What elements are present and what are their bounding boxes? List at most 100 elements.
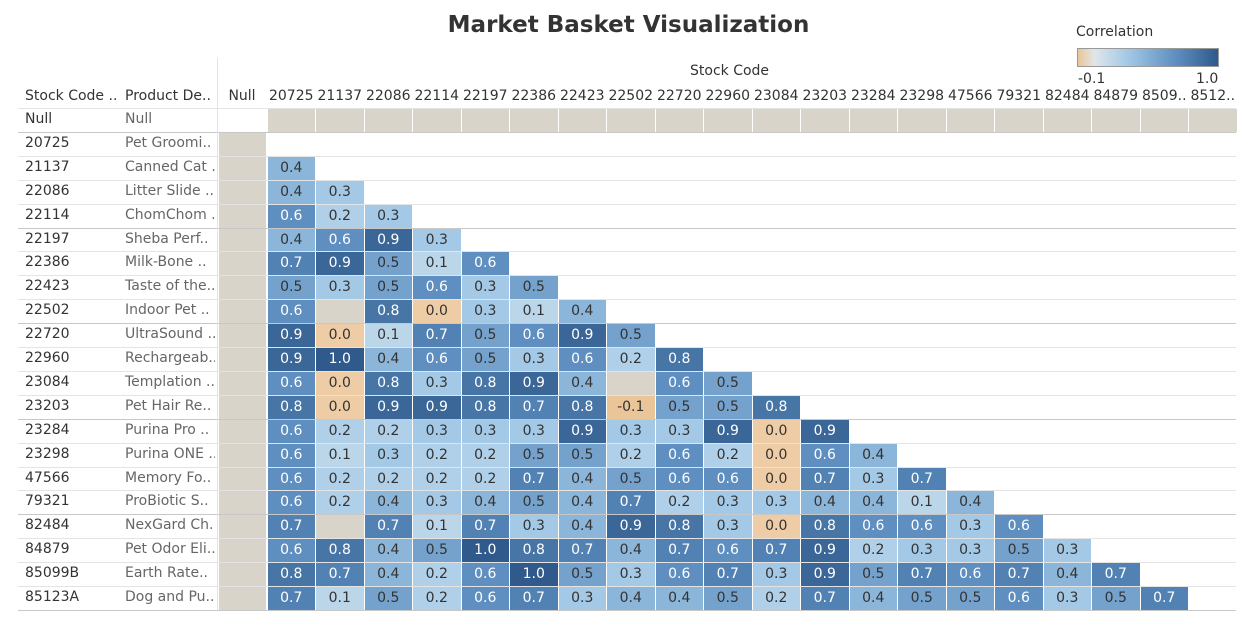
heatmap-cell[interactable]: 0.2 <box>461 468 509 491</box>
heatmap-cell[interactable]: 0.2 <box>413 563 461 586</box>
row-product-description[interactable]: Milk-Bone .. <box>125 254 207 270</box>
empty-cell[interactable] <box>752 109 800 132</box>
heatmap-cell[interactable]: 0.6 <box>413 348 461 371</box>
column-header-9[interactable]: 22720 <box>656 88 702 104</box>
heatmap-cell[interactable]: 0.6 <box>267 372 315 395</box>
heatmap-cell[interactable]: 0.6 <box>267 300 315 323</box>
row-product-description[interactable]: Purina ONE .. <box>125 446 215 462</box>
heatmap-cell[interactable]: 0.4 <box>558 372 606 395</box>
heatmap-cell[interactable]: 0.1 <box>316 444 364 467</box>
heatmap-cell[interactable]: 0.5 <box>558 444 606 467</box>
heatmap-cell[interactable]: 0.7 <box>267 587 315 610</box>
heatmap-cell[interactable]: 0.7 <box>510 468 558 491</box>
heatmap-cell[interactable]: 0.3 <box>510 348 558 371</box>
heatmap-cell[interactable]: 0.4 <box>607 587 655 610</box>
heatmap-cell[interactable]: 0.0 <box>316 324 364 347</box>
row-product-description[interactable]: Indoor Pet .. <box>125 302 210 318</box>
heatmap-cell[interactable]: 0.5 <box>267 276 315 299</box>
row-stock-code[interactable]: 22086 <box>25 183 70 199</box>
heatmap-cell[interactable]: 0.9 <box>558 324 606 347</box>
heatmap-cell[interactable]: 0.5 <box>510 491 558 514</box>
heatmap-cell[interactable]: 0.9 <box>558 420 606 443</box>
heatmap-cell[interactable]: 0.0 <box>752 444 800 467</box>
heatmap-cell[interactable]: 0.6 <box>267 539 315 562</box>
heatmap-cell[interactable]: 0.7 <box>267 515 315 538</box>
heatmap-cell[interactable]: 0.6 <box>898 515 946 538</box>
empty-cell[interactable] <box>946 109 994 132</box>
empty-cell[interactable] <box>218 181 266 204</box>
heatmap-cell[interactable]: 1.0 <box>316 348 364 371</box>
column-header-18[interactable]: 84879 <box>1093 88 1139 104</box>
heatmap-cell[interactable]: 0.0 <box>752 515 800 538</box>
column-header-1[interactable]: 20725 <box>268 88 314 104</box>
heatmap-cell[interactable]: 0.6 <box>558 348 606 371</box>
heatmap-cell[interactable]: 0.2 <box>316 205 364 228</box>
empty-cell[interactable] <box>218 229 266 252</box>
heatmap-cell[interactable]: 0.7 <box>801 587 849 610</box>
empty-cell[interactable] <box>1092 109 1140 132</box>
empty-cell[interactable] <box>461 109 509 132</box>
heatmap-cell[interactable]: 0.4 <box>655 587 703 610</box>
heatmap-cell[interactable]: 0.6 <box>995 587 1043 610</box>
row-product-description[interactable]: Rechargeab.. <box>125 350 215 366</box>
row-product-description[interactable]: NexGard Ch.. <box>125 517 215 533</box>
row-product-description[interactable]: Taste of the.. <box>125 278 215 294</box>
heatmap-cell[interactable]: 0.3 <box>461 420 509 443</box>
empty-cell[interactable] <box>218 420 266 443</box>
heatmap-cell[interactable]: 0.9 <box>316 252 364 275</box>
heatmap-cell[interactable]: 0.4 <box>267 157 315 180</box>
empty-cell[interactable] <box>801 109 849 132</box>
heatmap-cell[interactable]: 0.2 <box>364 420 412 443</box>
heatmap-cell[interactable]: 0.4 <box>558 468 606 491</box>
row-stock-code[interactable]: 85099B <box>25 565 80 581</box>
heatmap-cell[interactable]: 0.5 <box>413 539 461 562</box>
heatmap-cell[interactable]: 1.0 <box>461 539 509 562</box>
heatmap-cell[interactable]: 0.1 <box>316 587 364 610</box>
heatmap-cell[interactable]: 0.1 <box>510 300 558 323</box>
column-header-0[interactable]: Null <box>228 88 256 104</box>
empty-cell[interactable] <box>218 491 266 514</box>
empty-cell[interactable] <box>218 372 266 395</box>
heatmap-cell[interactable]: 0.7 <box>1140 587 1188 610</box>
heatmap-cell[interactable]: 0.5 <box>461 324 509 347</box>
heatmap-cell[interactable]: 0.3 <box>1043 587 1091 610</box>
heatmap-cell[interactable]: 0.6 <box>267 205 315 228</box>
heatmap-cell[interactable]: 0.3 <box>316 276 364 299</box>
heatmap-cell[interactable]: 0.3 <box>316 181 364 204</box>
row-stock-code[interactable]: 79321 <box>25 493 70 509</box>
empty-cell[interactable] <box>995 109 1043 132</box>
column-header-16[interactable]: 79321 <box>996 88 1042 104</box>
heatmap-cell[interactable]: 1.0 <box>510 563 558 586</box>
heatmap-cell[interactable]: 0.3 <box>752 563 800 586</box>
row-product-description[interactable]: Earth Rate.. <box>125 565 208 581</box>
row-stock-code[interactable]: 84879 <box>25 541 70 557</box>
heatmap-cell[interactable]: 0.8 <box>510 539 558 562</box>
row-stock-code[interactable]: 20725 <box>25 135 70 151</box>
empty-cell[interactable] <box>510 109 558 132</box>
heatmap-cell[interactable]: 0.5 <box>558 563 606 586</box>
heatmap-cell[interactable]: 0.0 <box>413 300 461 323</box>
heatmap-cell[interactable]: 0.4 <box>849 587 897 610</box>
heatmap-cell[interactable]: 0.4 <box>558 300 606 323</box>
heatmap-cell[interactable]: 0.6 <box>995 515 1043 538</box>
row-stock-code[interactable]: 22386 <box>25 254 70 270</box>
heatmap-cell[interactable]: 0.3 <box>413 491 461 514</box>
empty-cell[interactable] <box>218 587 266 610</box>
heatmap-cell[interactable]: 0.8 <box>267 563 315 586</box>
column-header-12[interactable]: 23203 <box>802 88 848 104</box>
heatmap-cell[interactable]: 0.6 <box>316 229 364 252</box>
heatmap-cell[interactable]: 0.2 <box>752 587 800 610</box>
row-stock-code[interactable]: 23203 <box>25 398 70 414</box>
heatmap-cell[interactable]: 0.4 <box>364 539 412 562</box>
heatmap-cell[interactable]: 0.6 <box>413 276 461 299</box>
row-stock-code[interactable]: 22720 <box>25 326 70 342</box>
heatmap-cell[interactable]: 0.3 <box>752 491 800 514</box>
column-header-13[interactable]: 23284 <box>850 88 896 104</box>
heatmap-cell[interactable]: 0.7 <box>461 515 509 538</box>
empty-cell[interactable] <box>1140 109 1188 132</box>
heatmap-cell[interactable]: 0.3 <box>461 300 509 323</box>
column-header-17[interactable]: 82484 <box>1044 88 1090 104</box>
heatmap-cell[interactable]: 0.3 <box>898 539 946 562</box>
column-header-7[interactable]: 22423 <box>559 88 605 104</box>
row-product-description[interactable]: ProBiotic S.. <box>125 493 209 509</box>
